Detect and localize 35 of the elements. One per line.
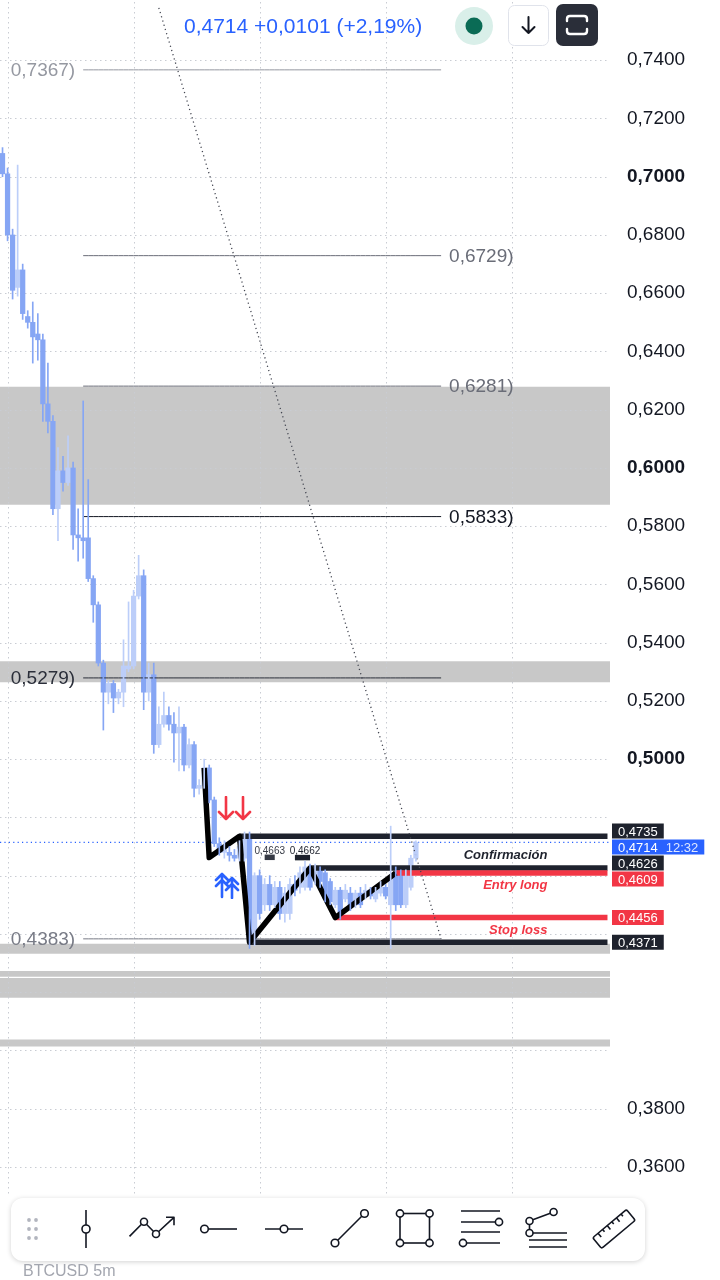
y-tick-label: 0,6600 xyxy=(627,281,686,303)
series-label: Stop loss xyxy=(488,921,548,937)
data-label: 0,4626 xyxy=(618,855,658,871)
y-tick-label: 0,3600 xyxy=(627,1155,686,1177)
y-tick-label: 0,3800 xyxy=(627,1096,686,1118)
data-label: 0,4663 xyxy=(254,844,286,856)
series-label: Entry long xyxy=(483,877,548,893)
data-label: 0,4735 xyxy=(618,823,658,839)
data-label: 0,6729) xyxy=(449,244,514,266)
y-tick-label: 0,7000 xyxy=(627,164,686,186)
data-label: 0,4609 xyxy=(618,871,658,887)
text: 0,4714 +0,0101 (+2,19%) xyxy=(184,13,423,39)
y-tick-label: 0,6200 xyxy=(627,397,686,419)
y-tick-label: 0,6800 xyxy=(627,223,686,245)
text: BTCUSD 5m xyxy=(23,1262,116,1280)
data-label: 0,5279) xyxy=(10,667,76,689)
ref-line-label: 0,4714 xyxy=(618,839,658,855)
y-tick-label: 0,7200 xyxy=(627,106,686,128)
text: 12:32 xyxy=(665,839,699,855)
y-tick-label: 0,5400 xyxy=(627,630,686,652)
data-label: 0,4456 xyxy=(618,910,658,926)
series-label: Confirmación xyxy=(463,847,548,863)
y-tick-label: 0,7400 xyxy=(627,48,686,70)
data-label: 0,4383) xyxy=(10,928,76,950)
data-label: 0,5833) xyxy=(449,505,514,527)
data-label: 0,4371 xyxy=(618,934,658,950)
y-tick-label: 0,5200 xyxy=(627,689,686,711)
data-label: 0,6281) xyxy=(449,375,514,397)
data-label: 0,4662 xyxy=(289,844,321,856)
y-tick-label: 0,5600 xyxy=(627,572,686,594)
y-tick-label: 0,6400 xyxy=(627,339,686,361)
y-tick-label: 0,6000 xyxy=(627,456,686,478)
y-tick-label: 0,5800 xyxy=(627,514,686,536)
data-label: 0,7367) xyxy=(10,59,76,81)
y-tick-label: 0,5000 xyxy=(627,747,686,769)
